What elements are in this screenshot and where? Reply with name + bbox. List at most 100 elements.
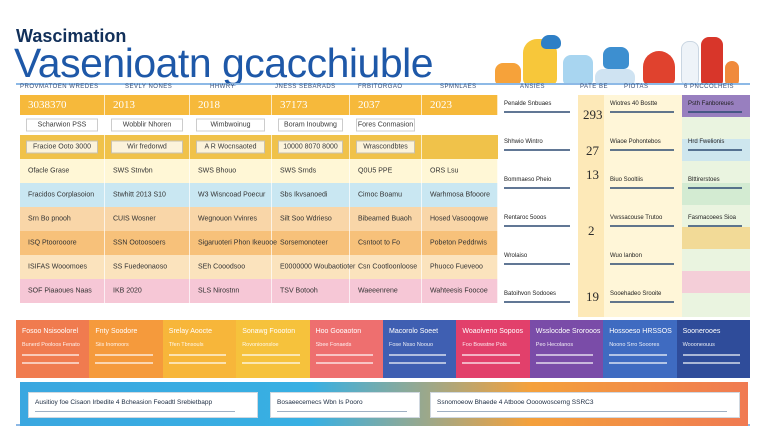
footer-right-line (437, 411, 727, 412)
summary-cell: Fnty Soodore Siis Inomoors (89, 320, 163, 378)
cell-text: W3 Wisncoad Poecur (198, 191, 266, 199)
summary-line (22, 354, 80, 356)
summary-title: Soonerooes (682, 328, 721, 335)
panel-line (610, 111, 674, 113)
summary-line (682, 362, 740, 364)
panel-line (610, 149, 674, 151)
table-cell: 2037 (350, 95, 422, 115)
panel-label: Shhwio Wintro (504, 139, 543, 145)
panel-line (610, 301, 674, 303)
column-header: ANSIES (520, 84, 546, 90)
cell-text: Wobblir Nhoren (111, 118, 183, 132)
table-cell: 2013 (105, 95, 190, 115)
footer-mid-text: Bosaeecemecs Wbn Is Pooro (277, 399, 363, 406)
footer-right-text: Ssnomoeow Bhaede 4 Atbooe Oooowoscerng S… (437, 399, 594, 406)
summary-cell: Soonerooes Woooneouus (676, 320, 750, 378)
summary-subtitle: Tfen Tbnsouls (168, 342, 204, 348)
table-cell: Fracioe Ooto 3000 (20, 135, 105, 159)
panel-label: Wiotres 40 Bostte (610, 101, 658, 107)
table-cell: 10000 8070 8000 (272, 135, 350, 159)
column-header: FRBITORGAO (358, 84, 403, 90)
panel-line (688, 149, 742, 151)
tube-icon (725, 61, 739, 85)
column-header: PIOTAS (624, 84, 649, 90)
table-cell: Stwhitt 2013 S10 (105, 183, 190, 207)
right-col-2 (578, 95, 604, 317)
cell-text: TSV Botooh (280, 287, 318, 295)
summary-title: Hossoeso HRSSOS (609, 328, 672, 335)
column-header: PATE BE (580, 84, 608, 90)
table-cell: Warhmosa Bfooore (422, 183, 498, 207)
cell-text: Stwhitt 2013 S10 (113, 191, 166, 199)
cell-text: Bibeamed Buaoh (358, 215, 412, 223)
column-header: SPMNLAES (440, 84, 477, 90)
column-header-row: PROVMATOEN WREDES SEVLY NONES HHWRY JNES… (20, 84, 748, 94)
summary-subtitle: Peo Hecolanos (535, 342, 574, 348)
table-cell: Srn Bo pnooh (20, 207, 105, 231)
table-cell: Csn Cootloonloose (350, 255, 422, 279)
summary-line (242, 354, 300, 356)
panel-line (504, 263, 570, 265)
table-cell: Boram Inoubwng (272, 115, 350, 135)
table-cell: IKB 2020 (105, 279, 190, 303)
count-value: 13 (586, 167, 599, 182)
cell-text: Warhmosa Bfooore (430, 191, 491, 199)
table-row: SOF Piaaoues Naas IKB 2020 SLS Nirostnn TSV… (20, 279, 498, 303)
cell-text: Waeeenrene (358, 287, 398, 295)
summary-cell: Hoo Gooaoton Sbee Fonaeds (309, 320, 383, 378)
cell-text: Silt Soo Wdrieso (280, 215, 332, 223)
cell-text: ORS Lsu (430, 167, 459, 175)
cell-text: Phuoco Fueveoo (430, 263, 483, 271)
cell-text: Wrascondbtes (356, 140, 415, 154)
table-cell: Wrascondbtes (350, 135, 422, 159)
summary-subtitle: Rovonioonsloe (242, 342, 279, 348)
summary-subtitle: Noono Srro Sooores (609, 342, 660, 348)
footer-left-text: Ausitioy foe Cisaon Irbedite 4 Bcheasion… (35, 399, 213, 406)
summary-cell: Macorolo Soeet Fose Nsso Noouo (383, 320, 457, 378)
table-cell: Phuoco Fueveoo (422, 255, 498, 279)
table-cell: 2018 (190, 95, 272, 115)
summary-line (462, 362, 520, 364)
table-cell: Fracidos Corplasoion (20, 183, 105, 207)
cell-text: E0000000 Woubaotioter (280, 263, 356, 271)
table-cell: Q0U5 PPE (350, 159, 422, 183)
table-cell: 3038370 (20, 95, 105, 115)
table-cell: TSV Botooh (272, 279, 350, 303)
cell-text: Sorsemonoteer (280, 239, 328, 247)
summary-subtitle: Foo Bowstne Pols (462, 342, 507, 348)
summary-line (389, 354, 447, 356)
summary-line (609, 362, 667, 364)
table-cell: Bibeamed Buaoh (350, 207, 422, 231)
cell-text: 10000 8070 8000 (278, 140, 343, 154)
table-cell: A R Wocnsaoted (190, 135, 272, 159)
summary-line (609, 354, 667, 356)
table-cell: SSN Ootoosoers (105, 231, 190, 255)
red-bottle-icon (701, 37, 723, 85)
summary-title: Fosoo Nsisoolorel (22, 328, 79, 335)
panel-line (610, 263, 674, 265)
cell-text: Csntoot to Fo (358, 239, 401, 247)
footer-left-box: Ausitioy foe Cisaon Irbedite 4 Bcheasion… (28, 392, 258, 418)
summary-line (95, 362, 153, 364)
panel-label: Wiaoe Pohontebos (610, 139, 661, 145)
summary-line (242, 362, 300, 364)
cell-text: Fracioe Ooto 3000 (26, 140, 98, 154)
summary-line (315, 362, 373, 364)
panel-label: Penalde Snbuaes (504, 101, 552, 107)
orange-jar-icon (495, 63, 521, 85)
panel-line (504, 187, 570, 189)
cell-text: SEh Cooodsoo (198, 263, 246, 271)
summary-line (315, 354, 373, 356)
bottom-band: Fosoo Nsisoolorel Bunerd Pooloos Fenato Fn… (16, 320, 750, 378)
table-cell: SWS Stnvbn (105, 159, 190, 183)
panel-band (682, 227, 750, 249)
cell-text: Wimbwoinug (196, 118, 265, 132)
cell-text: SWS Bhouo (198, 167, 237, 175)
summary-title: Macorolo Soeet (389, 328, 439, 335)
table-cell: CUIS Wosner (105, 207, 190, 231)
panel-line (504, 111, 570, 113)
table-cell: 2023 (422, 95, 498, 115)
panel-line (504, 225, 570, 227)
table-cell: 37173 (272, 95, 350, 115)
table-cell: ISIFAS Wooomoes (20, 255, 105, 279)
